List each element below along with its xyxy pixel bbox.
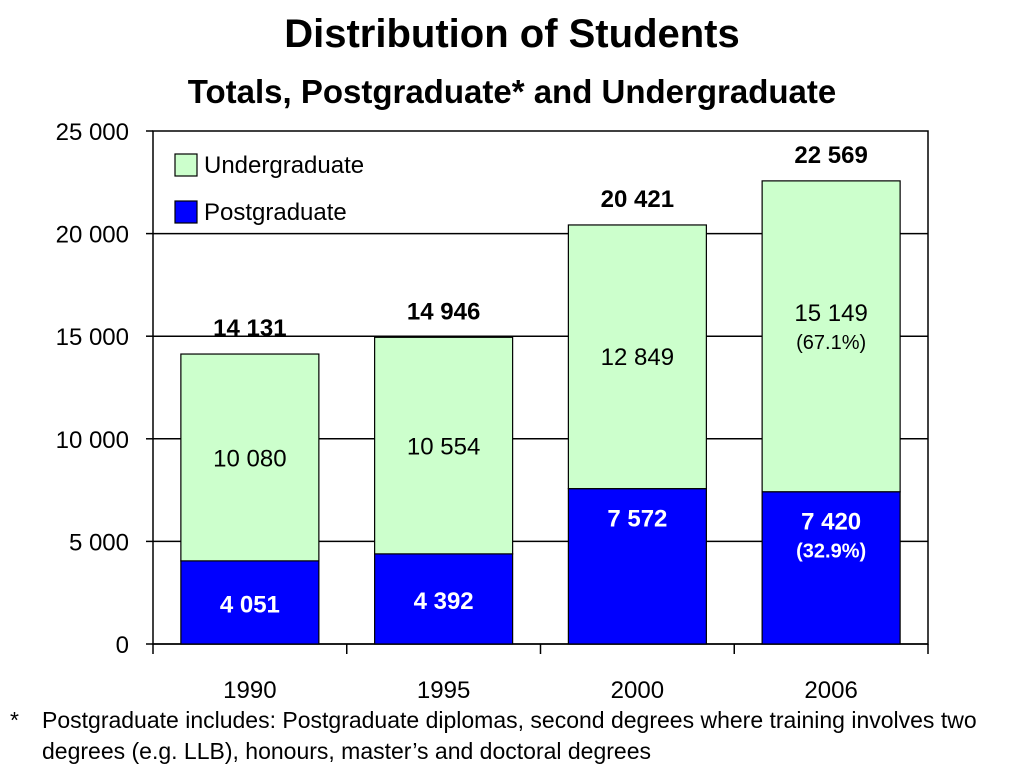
data-label-postgraduate: 4 051 [220, 591, 280, 618]
y-tick-label: 10 000 [56, 427, 129, 454]
y-tick-label: 5 000 [69, 529, 129, 556]
y-tick-label: 20 000 [56, 222, 129, 249]
x-tick-label: 2000 [611, 677, 664, 700]
x-tick-label: 1990 [223, 677, 276, 700]
y-tick-label: 0 [116, 632, 129, 659]
total-label-2006: 22 569 [794, 142, 867, 169]
legend-label-undergraduate: Undergraduate [204, 152, 364, 179]
footnote-marker: * [10, 707, 19, 733]
chart-title: Distribution of Students [284, 12, 740, 56]
bar-undergraduate-1995 [374, 336, 514, 555]
chart-subtitle: Totals, Postgraduate* and Undergraduate [187, 73, 837, 110]
x-tick-label: 1995 [417, 677, 470, 700]
legend-label-postgraduate: Postgraduate [204, 199, 347, 226]
data-label-postgraduate: 4 392 [414, 588, 474, 615]
data-label-postgraduate: 7 572 [607, 506, 667, 533]
x-tick-label: 2006 [804, 677, 857, 700]
data-label-undergraduate: 10 554 [407, 434, 480, 461]
bar-undergraduate-1990 [180, 353, 320, 562]
footnote: * Postgraduate includes: Postgraduate di… [10, 705, 1010, 767]
stacked-bar-chart: 0 5 000 10 000 15 000 20 000 25 000 4 051 10 08… [56, 119, 929, 700]
data-label-undergraduate: 12 849 [601, 344, 674, 371]
data-label-postgraduate: 7 420 [801, 509, 861, 536]
data-label-share-postgraduate: (32.9%) [796, 541, 866, 563]
legend-swatch-postgraduate [174, 200, 198, 224]
bar-postgraduate-2000 [567, 488, 707, 645]
total-label-2000: 20 421 [601, 186, 674, 213]
total-label-1990: 14 131 [213, 315, 286, 342]
data-label-undergraduate: 10 080 [213, 445, 286, 472]
y-tick-label: 25 000 [56, 119, 129, 146]
y-tick-label: 15 000 [56, 324, 129, 351]
total-label-1995: 14 946 [407, 298, 480, 325]
data-label-undergraduate: 15 149 [794, 300, 867, 327]
bar-undergraduate-2000 [567, 224, 707, 490]
bar-undergraduate-2006 [761, 180, 901, 493]
data-label-share-undergraduate: (67.1%) [796, 332, 866, 354]
legend-swatch-undergraduate [174, 153, 198, 177]
footnote-text: Postgraduate includes: Postgraduate dipl… [42, 707, 977, 764]
bar-postgraduate-1990 [180, 560, 320, 645]
